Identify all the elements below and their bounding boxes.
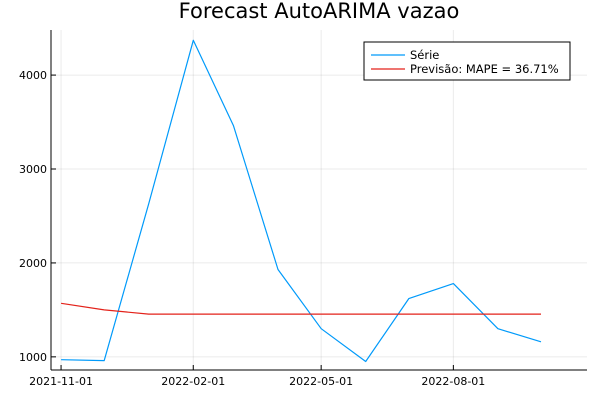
chart-title: Forecast AutoARIMA vazao [179, 0, 460, 23]
x-tick-label-0: 2021-11-01 [29, 375, 93, 388]
series-line-previsao [61, 302, 541, 315]
y-tick-label-0: 1000 [19, 351, 47, 364]
x-tick-label-2: 2022-05-01 [289, 375, 353, 388]
y-tick-label-2: 3000 [19, 163, 47, 176]
legend-label-serie: Série [410, 48, 439, 62]
legend: Série Previsão: MAPE = 36.71% [363, 41, 571, 81]
series-layer [61, 39, 542, 363]
x-tick-label-3: 2022-08-01 [421, 375, 485, 388]
y-tick-label-3: 4000 [19, 69, 47, 82]
x-tick-label-1: 2022-02-01 [161, 375, 225, 388]
legend-label-previsao: Previsão: MAPE = 36.71% [410, 62, 559, 76]
y-tick-label-1: 2000 [19, 257, 47, 270]
series-line-serie [61, 39, 542, 363]
legend-box [363, 41, 571, 81]
grid [51, 30, 587, 370]
axes: 2021-11-01 2022-02-01 2022-05-01 2022-08-01… [19, 30, 587, 388]
